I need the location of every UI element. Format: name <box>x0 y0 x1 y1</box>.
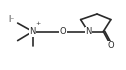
Text: +: + <box>36 21 41 26</box>
Text: O: O <box>108 41 114 50</box>
Text: I⁻: I⁻ <box>8 15 14 24</box>
Text: N: N <box>30 27 36 36</box>
Text: N: N <box>85 27 91 36</box>
Text: O: O <box>60 27 66 36</box>
